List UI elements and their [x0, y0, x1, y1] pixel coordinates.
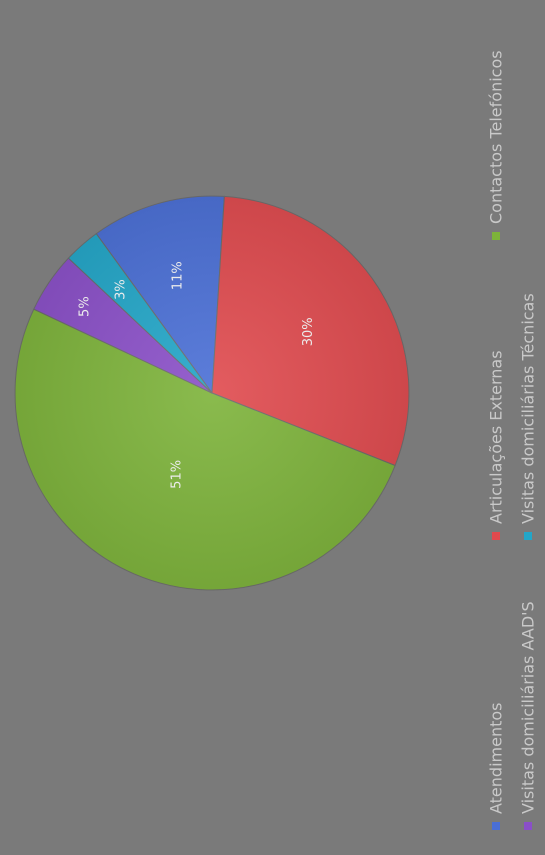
slice-label-3: 51% [169, 460, 184, 489]
legend: Atendimentos Articulações Externas Contact… [487, 50, 538, 830]
legend-swatch [492, 232, 500, 240]
slice-label-1: 11% [170, 261, 185, 290]
legend-label: Visitas domiciliárias Técnicas [519, 293, 538, 524]
legend-label: Contactos Telefónicos [487, 50, 506, 224]
slice-label-4: 5% [77, 296, 92, 317]
legend-swatch [524, 532, 532, 540]
legend-label: Visitas domiciliárias AAD'S [519, 601, 538, 814]
pie-labels: 11% 30% 51% 5% 3% [77, 261, 316, 489]
legend-item-3: Contactos Telefónicos [487, 50, 506, 240]
legend-swatch [524, 822, 532, 830]
pie-slices [14, 195, 410, 591]
slice-label-5: 3% [113, 279, 128, 300]
legend-item-2: Articulações Externas [487, 350, 506, 540]
legend-swatch [492, 532, 500, 540]
legend-swatch [492, 822, 500, 830]
legend-item-1: Atendimentos [487, 703, 506, 830]
legend-label: Articulações Externas [487, 350, 506, 524]
slice-label-2: 30% [301, 317, 316, 346]
legend-item-5: Visitas domiciliárias Técnicas [519, 293, 538, 540]
legend-item-4: Visitas domiciliárias AAD'S [519, 601, 538, 830]
legend-label: Atendimentos [487, 703, 506, 815]
